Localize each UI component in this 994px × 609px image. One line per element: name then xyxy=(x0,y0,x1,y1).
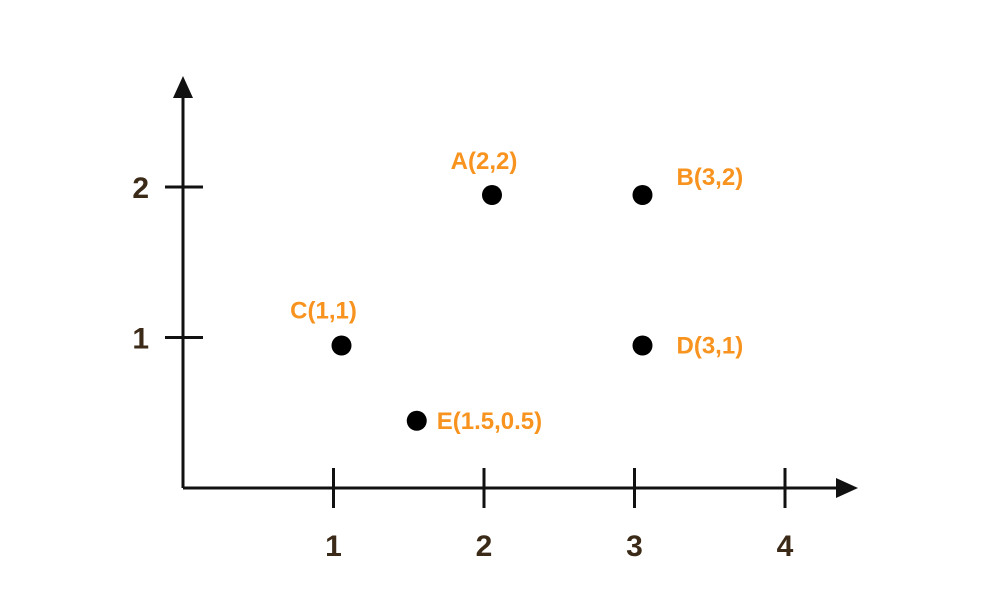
point-label: D(3,1) xyxy=(677,333,744,360)
axes xyxy=(173,76,858,498)
data-point xyxy=(482,185,502,205)
y-axis-arrow xyxy=(173,76,193,98)
data-point xyxy=(632,185,653,205)
x-tick-label: 1 xyxy=(325,530,342,563)
point-label: C(1,1) xyxy=(290,298,357,325)
x-tick-label: 4 xyxy=(777,530,794,563)
point-label: A(2,2) xyxy=(451,148,518,175)
data-point xyxy=(406,410,427,431)
data-point xyxy=(331,335,352,356)
x-axis-arrow xyxy=(836,478,858,498)
data-points: A(2,2) B(3,2) C(1,1) D(3,1) E(1.5,0.5) xyxy=(290,148,743,435)
ticks: 1 2 3 4 1 2 xyxy=(132,172,793,563)
point-label: B(3,2) xyxy=(677,164,744,191)
y-tick-label: 2 xyxy=(132,172,149,205)
y-tick-label: 1 xyxy=(132,323,149,356)
point-label: E(1.5,0.5) xyxy=(437,408,542,435)
data-point xyxy=(632,335,653,356)
x-tick-label: 2 xyxy=(476,530,493,563)
x-tick-label: 3 xyxy=(626,530,643,563)
